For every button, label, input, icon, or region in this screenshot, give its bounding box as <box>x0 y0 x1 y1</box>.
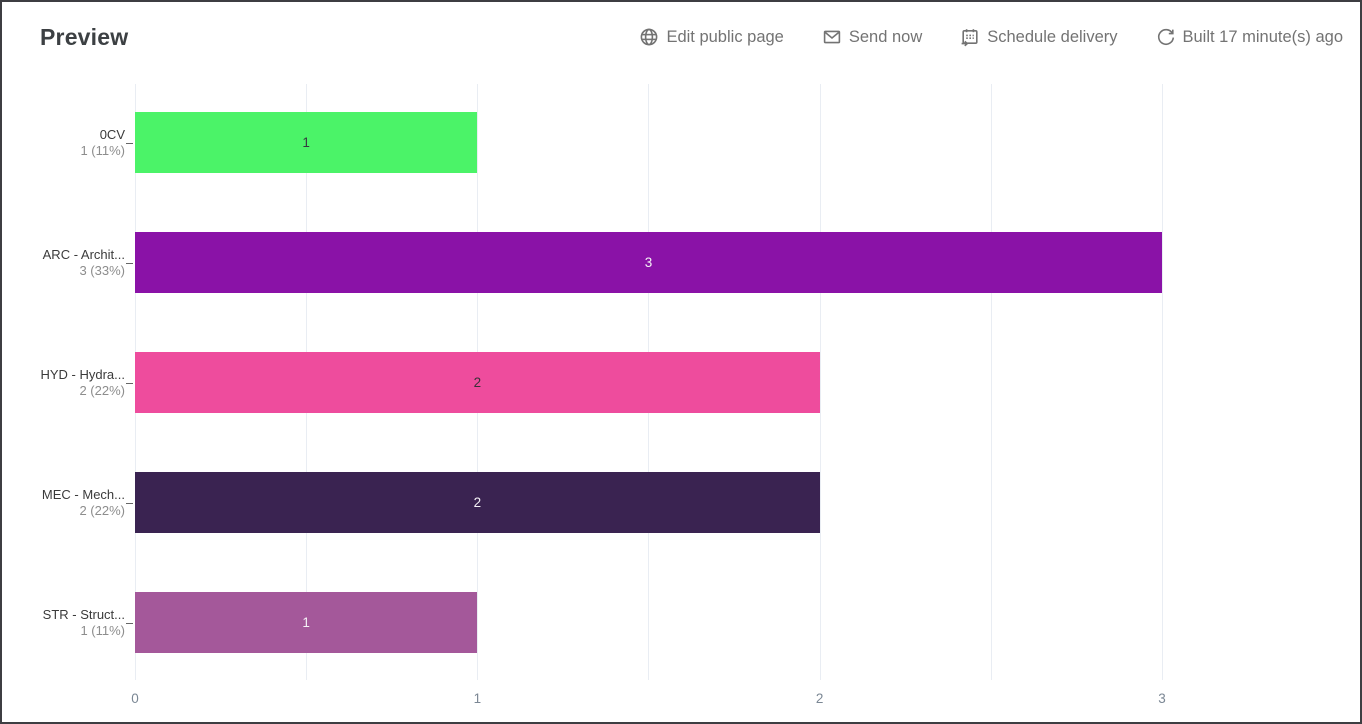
category-count: 2 (22%) <box>79 502 125 518</box>
action-label: Schedule delivery <box>987 27 1118 46</box>
category-count: 2 (22%) <box>79 382 125 398</box>
x-tick-label: 1 <box>473 691 482 706</box>
y-axis-tick <box>126 503 133 504</box>
page-title: Preview <box>40 23 129 50</box>
gridline <box>1161 84 1163 680</box>
edit-public-page-button[interactable]: Edit public page <box>639 27 784 47</box>
calendar-schedule-icon <box>960 27 980 47</box>
gridline <box>819 84 821 680</box>
category-label: ARC - Archit... 3 (33%) <box>2 247 125 279</box>
send-now-button[interactable]: Send now <box>822 27 922 47</box>
action-label: Edit public page <box>666 27 784 46</box>
y-axis-tick <box>126 623 133 624</box>
chart-bar[interactable]: 1 <box>135 592 478 653</box>
category-label: 0CV 1 (11%) <box>2 127 125 159</box>
action-label: Built 17 minute(s) ago <box>1182 27 1344 46</box>
category-name: 0CV <box>99 126 125 142</box>
y-axis-tick <box>126 263 133 264</box>
chart-bar[interactable]: 1 <box>135 112 478 173</box>
x-tick-label: 3 <box>1158 691 1166 706</box>
rebuild-status-button[interactable]: Built 17 minute(s) ago <box>1156 27 1344 47</box>
gridline <box>990 84 992 680</box>
category-count: 3 (33%) <box>79 262 125 278</box>
category-name: STR - Struct... <box>42 606 125 622</box>
category-name: MEC - Mech... <box>41 486 125 502</box>
category-count: 1 (11%) <box>80 622 125 638</box>
category-label: STR - Struct... 1 (11%) <box>2 607 125 639</box>
x-tick-label: 0 <box>131 691 139 706</box>
bar-value-label: 1 <box>302 135 310 150</box>
action-label: Send now <box>848 27 923 46</box>
bar-value-label: 3 <box>644 255 653 270</box>
bar-value-label: 1 <box>302 615 310 630</box>
bar-value-label: 2 <box>473 495 482 510</box>
category-name: ARC - Archit... <box>42 246 125 262</box>
x-tick-label: 2 <box>815 691 824 706</box>
chart-bar[interactable]: 2 <box>135 352 820 413</box>
category-label: HYD - Hydra... 2 (22%) <box>2 367 125 399</box>
refresh-icon <box>1156 27 1176 47</box>
envelope-icon <box>822 27 842 47</box>
category-label: MEC - Mech... 2 (22%) <box>2 487 125 519</box>
header: Preview Edit public page Send now <box>2 2 1360 72</box>
y-axis-tick <box>126 383 133 384</box>
bar-value-label: 2 <box>473 375 482 390</box>
schedule-delivery-button[interactable]: Schedule delivery <box>960 27 1118 47</box>
y-axis-tick <box>126 143 133 144</box>
header-actions: Edit public page Send now <box>639 27 1343 47</box>
category-name: HYD - Hydra... <box>40 366 125 382</box>
chart-bar[interactable]: 3 <box>135 232 1162 293</box>
chart-bar[interactable]: 2 <box>135 472 820 533</box>
category-count: 1 (11%) <box>80 142 125 158</box>
globe-icon <box>639 27 659 47</box>
